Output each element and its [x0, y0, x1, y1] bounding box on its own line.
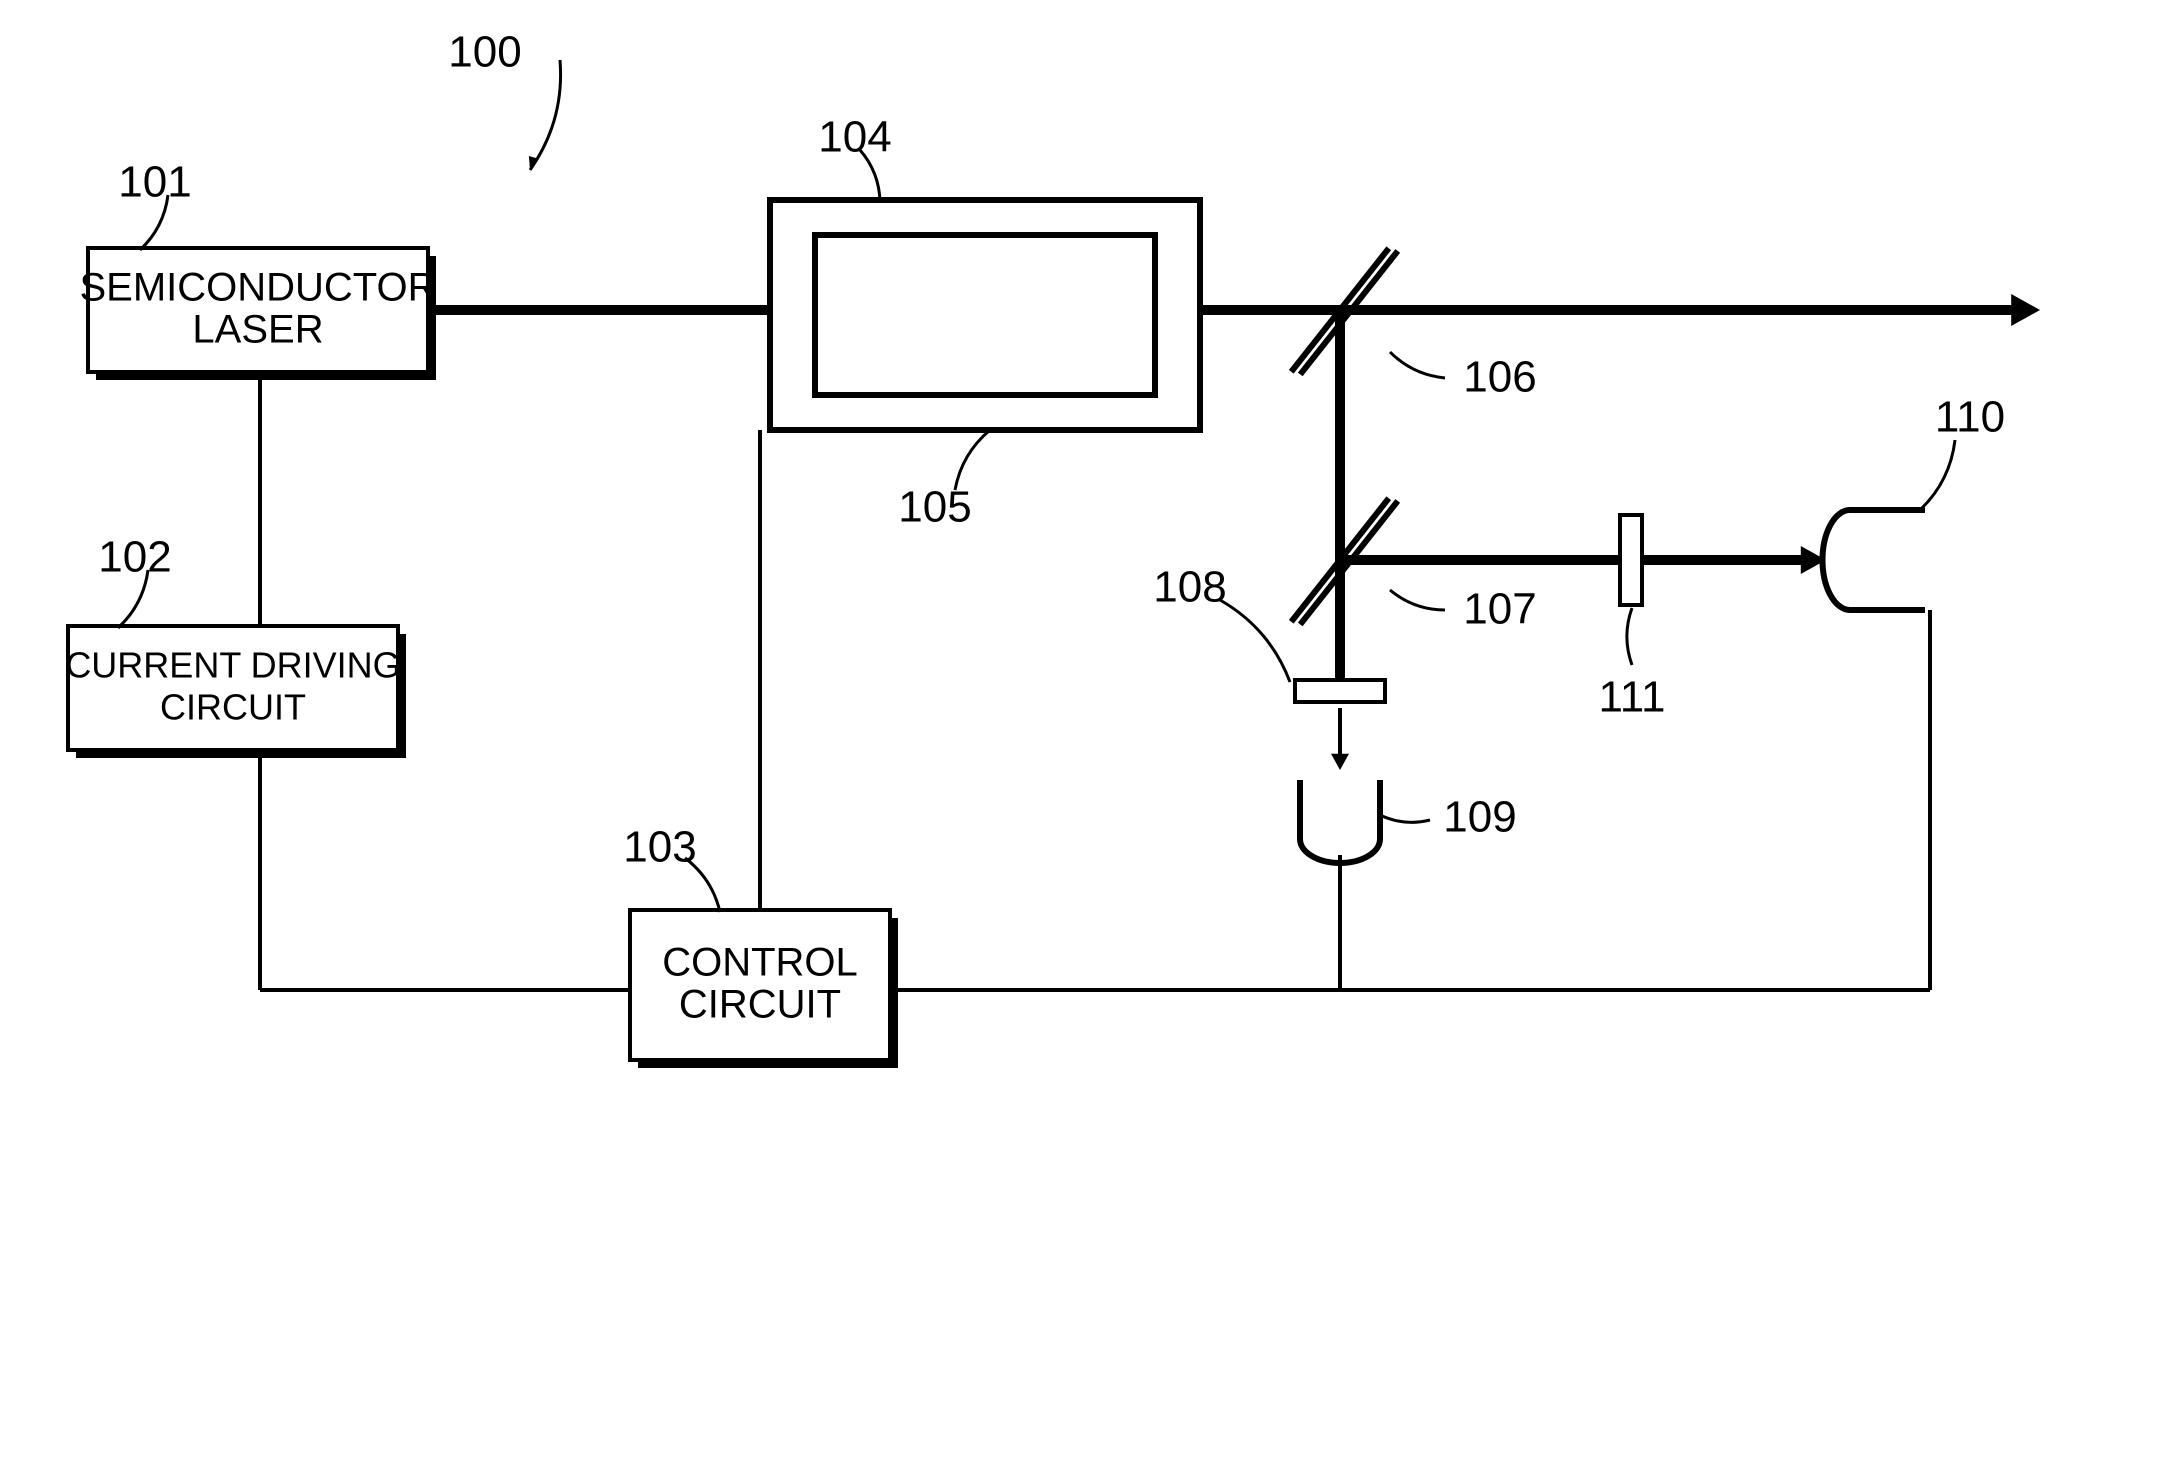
labels.laser_l2: LASER — [192, 308, 323, 352]
detector-110 — [1823, 510, 1926, 610]
labels.n104: 104 — [818, 113, 891, 162]
labels.control_l2: CIRCUIT — [679, 983, 841, 1027]
filter-108 — [1295, 680, 1385, 702]
detector-109 — [1300, 780, 1380, 863]
labels.driver_l2: CIRCUIT — [160, 687, 306, 728]
filter-111 — [1620, 515, 1642, 605]
labels.control_l1: CONTROL — [662, 941, 858, 985]
labels.n107: 107 — [1463, 585, 1536, 634]
labels.n110: 110 — [1935, 393, 2005, 442]
labels.n109: 109 — [1443, 793, 1516, 842]
oven-inner — [815, 235, 1155, 395]
labels.n111: 111 — [1599, 673, 1666, 722]
labels.n102: 102 — [98, 533, 171, 582]
labels.n108: 108 — [1153, 563, 1226, 612]
labels.n101: 101 — [118, 158, 191, 207]
labels.n100: 100 — [448, 28, 521, 77]
labels.n103: 103 — [623, 823, 696, 872]
labels.laser_l1: SEMICONDUCTOR — [79, 266, 436, 310]
labels.n105: 105 — [898, 483, 971, 532]
labels.n106: 106 — [1463, 353, 1536, 402]
labels.driver_l1: CURRENT DRIVING — [65, 645, 400, 686]
